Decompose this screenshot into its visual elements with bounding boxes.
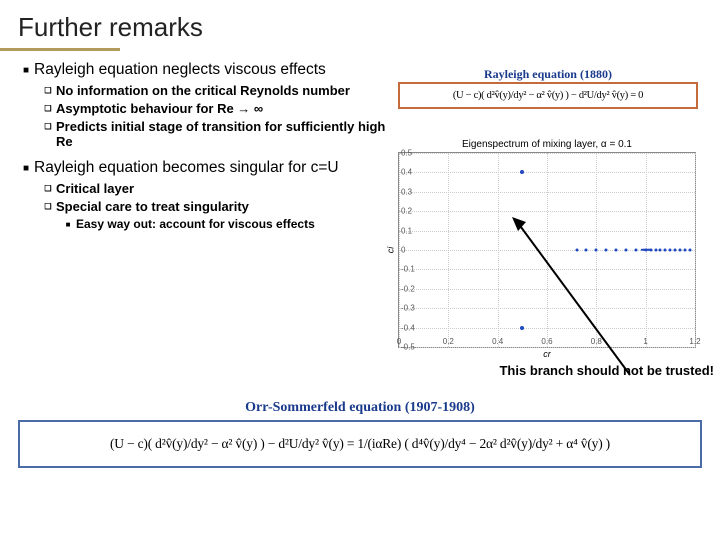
x-axis-label: cr — [543, 349, 551, 359]
list-item: ■Easy way out: account for viscous effec… — [60, 217, 387, 231]
title-underline — [0, 48, 120, 51]
page-title: Further remarks — [18, 10, 702, 49]
list-item: ■Rayleigh equation becomes singular for … — [18, 159, 387, 177]
equation-rayleigh: Rayleigh equation (1880) (U − c)( d²v̂(y… — [398, 65, 698, 109]
bullet-list: ■Rayleigh equation neglects viscous effe… — [18, 57, 387, 234]
equation-label: Orr-Sommerfeld equation (1907-1908) — [18, 400, 702, 416]
chart-area: cr ci 00.20.40.60.811.2-0.5-0.4-0.3-0.2-… — [398, 152, 696, 348]
list-item: ■Rayleigh equation neglects viscous effe… — [18, 61, 387, 79]
equation-box: (U − c)( d²v̂(y)/dy² − α² v̂(y) ) − d²U/… — [18, 420, 702, 468]
annotation-caption: This branch should not be trusted! — [499, 363, 714, 378]
list-item: ❑Asymptotic behaviour for Re → ∞ — [40, 101, 387, 116]
list-item: ❑Predicts initial stage of transition fo… — [40, 119, 387, 149]
equation-box: (U − c)( d²v̂(y)/dy² − α² v̂(y) ) − d²U/… — [398, 82, 698, 109]
list-item: ❑Special care to treat singularity — [40, 199, 387, 214]
equation-label: Rayleigh equation (1880) — [398, 67, 698, 82]
list-item: ❑No information on the critical Reynolds… — [40, 83, 387, 98]
equation-orr-sommerfeld: Orr-Sommerfeld equation (1907-1908) (U −… — [18, 398, 702, 468]
list-item: ❑Critical layer — [40, 181, 387, 196]
y-axis-label: ci — [385, 247, 395, 254]
chart-title: Eigenspectrum of mixing layer, α = 0.1 — [398, 139, 696, 150]
eigenspectrum-chart: Eigenspectrum of mixing layer, α = 0.1 c… — [398, 139, 696, 355]
